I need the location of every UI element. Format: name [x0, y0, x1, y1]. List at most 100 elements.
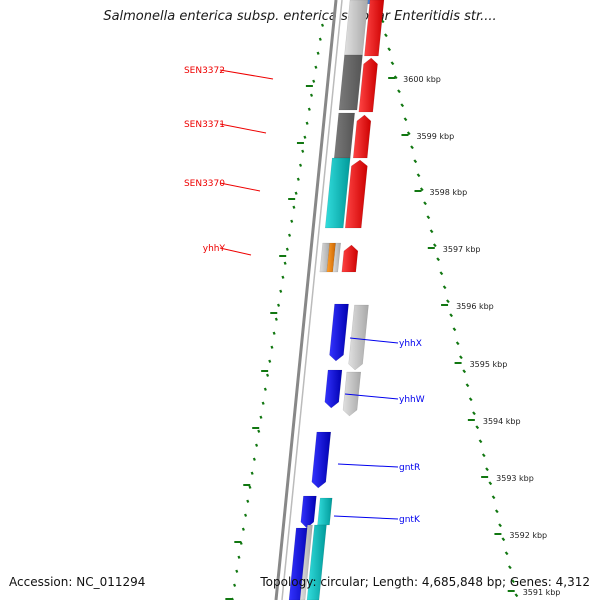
- tick-dot-outer: [387, 47, 392, 52]
- map-title: Salmonella enterica subsp. enterica sero…: [103, 9, 497, 24]
- tick-dot-outer: [380, 19, 385, 24]
- forward-cds-feature: [344, 159, 368, 229]
- tick-dot-inner: [320, 23, 325, 27]
- gene-label-yhhX: yhhX: [399, 339, 422, 349]
- tick-dot-inner: [274, 317, 278, 321]
- tick-dot-outer: [439, 271, 444, 276]
- tick-dot-inner: [307, 107, 311, 111]
- tick-dot-inner: [270, 345, 274, 349]
- dark-gray-feature: [338, 54, 363, 111]
- tick-dot-inner: [288, 233, 292, 237]
- tick-dot-outer: [397, 89, 401, 94]
- tick-dot-outer: [400, 103, 405, 108]
- tick-dot-outer: [478, 439, 483, 444]
- tick-dot-outer: [494, 509, 499, 514]
- tick-dot-outer: [472, 411, 476, 416]
- tick-dot-inner: [305, 121, 309, 125]
- tick-dot-outer: [452, 327, 457, 332]
- tick-dot-inner: [318, 37, 322, 41]
- gene-label-yhhY: yhhY: [203, 244, 226, 254]
- tick-dot-inner: [261, 401, 265, 405]
- forward-cds-feature: [364, 0, 385, 57]
- tick-dot-outer: [419, 187, 424, 192]
- tick-dot-outer: [485, 467, 489, 472]
- reverse-cds-feature: [311, 431, 332, 489]
- gene-label-SEN3372: SEN3372: [184, 66, 225, 76]
- tick-dot-outer: [462, 369, 467, 374]
- tick-dot-outer: [459, 355, 463, 360]
- tick-dot-inner: [244, 513, 248, 517]
- tick-dot-inner: [279, 289, 283, 293]
- gene-leader-line: [219, 247, 252, 256]
- tick-label: 3598 kbp: [430, 188, 468, 197]
- gene-leader-line: [337, 463, 399, 468]
- gene-label-gntK: gntK: [399, 515, 421, 525]
- backbone-line-outer: [274, 0, 338, 600]
- light-gray-feature: [344, 0, 369, 56]
- tick-dot-outer: [481, 453, 486, 458]
- tick-dot-outer: [514, 593, 519, 598]
- reverse-cds-feature: [300, 495, 317, 529]
- reverse-cds-feature: [288, 527, 311, 600]
- tick-label: 3595 kbp: [470, 360, 508, 369]
- tick-dot-inner: [309, 93, 314, 97]
- tick-dot-inner: [237, 555, 241, 559]
- tick-dot-outer: [429, 229, 434, 234]
- gene-leader-line: [219, 182, 261, 192]
- cyan-feature: [317, 497, 333, 526]
- tick-dot-outer: [403, 117, 408, 122]
- tick-dot-outer: [465, 383, 470, 388]
- gene-leader-line: [219, 69, 274, 80]
- tick-dot-outer: [390, 61, 395, 66]
- tick-label: 3600 kbp: [403, 75, 441, 84]
- tick-label: 3591 kbp: [523, 588, 561, 597]
- tick-dot-outer: [442, 285, 447, 290]
- tick-dot-outer: [455, 341, 460, 346]
- tick-dot-inner: [281, 275, 285, 279]
- gene-label-SEN3370: SEN3370: [184, 179, 225, 189]
- forward-cds-feature: [358, 57, 378, 113]
- tick-dot-inner: [266, 373, 270, 377]
- tick-label: 3594 kbp: [483, 417, 521, 426]
- reverse-cds-feature: [324, 369, 343, 409]
- tick-dot-inner: [257, 429, 261, 433]
- forward-cds-feature: [341, 244, 359, 273]
- dark-gray-feature: [333, 112, 355, 159]
- tick-dot-outer: [413, 159, 418, 164]
- tick-dot-inner: [294, 191, 298, 195]
- tick-dot-outer: [416, 173, 421, 178]
- tick-dot-outer: [498, 523, 502, 528]
- light-gray-feature: [342, 371, 362, 417]
- gene-leader-line: [333, 515, 399, 520]
- tick-dot-inner: [272, 331, 276, 335]
- accession-label: Accession: NC_011294: [9, 575, 146, 589]
- tick-dot-outer: [384, 33, 388, 38]
- tick-label: 3596 kbp: [456, 302, 494, 311]
- tick-dot-inner: [303, 135, 307, 139]
- tick-dot-outer: [449, 313, 454, 318]
- tick-dot-inner: [268, 359, 272, 363]
- tick-dot-outer: [468, 397, 473, 402]
- tick-dot-inner: [250, 471, 254, 475]
- light-gray-feature: [299, 524, 313, 600]
- tick-dot-outer: [488, 481, 493, 486]
- tick-dot-inner: [241, 527, 245, 531]
- tick-dot-inner: [246, 499, 250, 503]
- tick-dot-inner: [255, 443, 259, 447]
- tick-dot-inner: [316, 51, 320, 55]
- tick-dot-outer: [508, 565, 512, 570]
- tick-dot-outer: [432, 243, 437, 248]
- tick-dot-inner: [252, 457, 256, 461]
- tick-dot-outer: [504, 551, 509, 556]
- tick-dot-inner: [277, 303, 281, 307]
- forward-cds-feature: [352, 114, 372, 159]
- tick-label: 3599 kbp: [416, 132, 454, 141]
- tick-dot-inner: [283, 261, 287, 265]
- gene-label-yhhW: yhhW: [399, 395, 425, 405]
- reverse-cds-feature: [329, 303, 349, 362]
- tick-dot-inner: [301, 149, 305, 153]
- backbone-line-inner: [281, 0, 343, 600]
- tick-dot-outer: [423, 201, 427, 206]
